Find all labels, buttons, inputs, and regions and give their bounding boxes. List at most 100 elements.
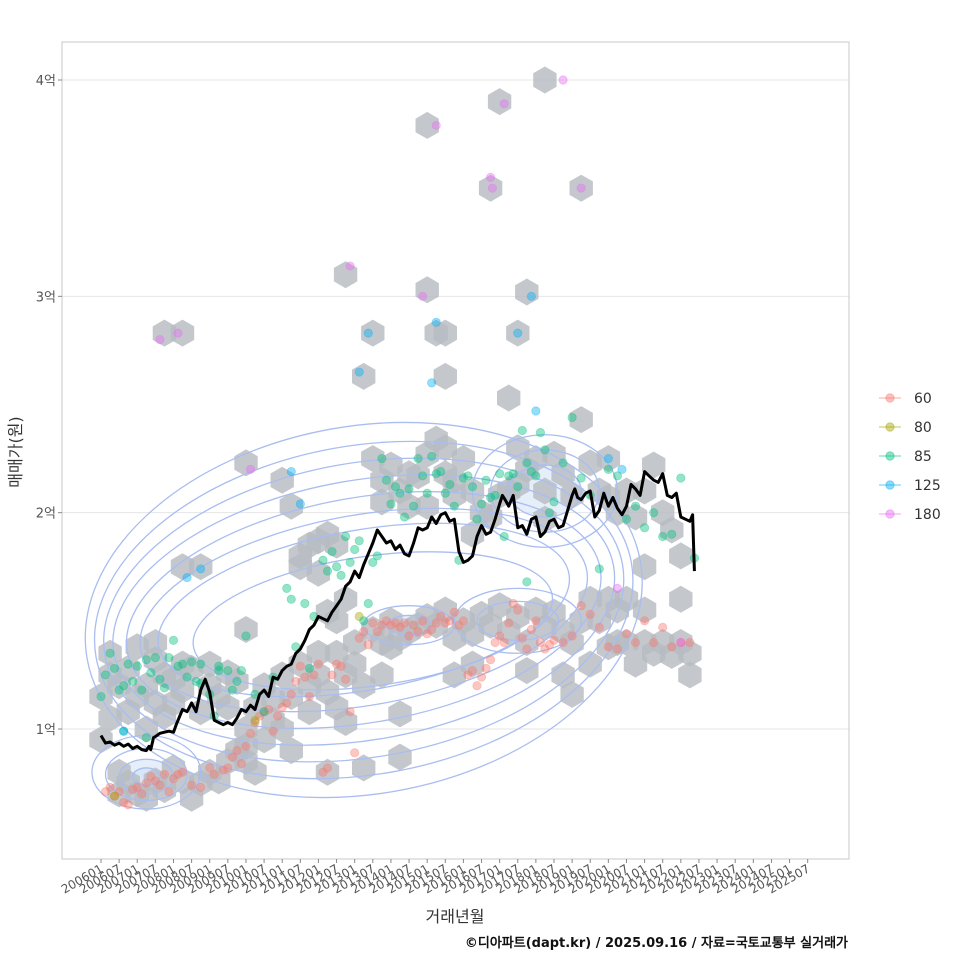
density-contour: [118, 758, 175, 795]
hexbin-cell: [207, 767, 231, 795]
legend-key-dot: [885, 509, 895, 519]
scatter-point-60: [467, 665, 478, 676]
scatter-point-85: [300, 598, 310, 609]
hexbin-cell: [660, 516, 684, 544]
y-tick-label: 3억: [36, 290, 56, 305]
scatter-point-85: [639, 523, 650, 533]
scatter-point-85: [259, 707, 269, 717]
scatter-point-125: [363, 328, 373, 338]
hexbin-cell: [542, 440, 566, 468]
hexbin-cell: [189, 698, 213, 726]
scatter-point-125: [119, 726, 129, 736]
scatter-point-85: [119, 726, 129, 736]
scatter-point-125: [286, 466, 296, 477]
scatter-point-85: [282, 583, 292, 593]
scatter-point-85: [359, 616, 369, 626]
scatter-point-60: [100, 787, 111, 797]
hexbin-cell: [125, 633, 149, 661]
scatter-point-60: [431, 618, 441, 628]
hexbin-cell: [415, 492, 439, 520]
scatter-point-80: [109, 791, 120, 801]
scatter-point-85: [427, 451, 437, 462]
scatter-point-60: [513, 605, 523, 615]
scatter-point-60: [254, 711, 265, 721]
scatter-point-60: [291, 676, 301, 687]
x-axis-ticks: 2006012006072007012007072008012008072009…: [59, 859, 812, 897]
scatter-point-60: [132, 782, 142, 793]
hexbin-cell: [632, 596, 657, 624]
scatter-point-125: [354, 367, 364, 377]
hexbin-cell: [578, 650, 602, 678]
scatter-point-180: [485, 172, 496, 182]
scatter-point-60: [531, 616, 541, 626]
scatter-point-85: [350, 544, 360, 555]
scatter-point-60: [445, 616, 455, 626]
scatter-point-85: [513, 482, 523, 492]
scatter-point-60: [377, 620, 387, 630]
scatter-point-85: [372, 551, 382, 561]
gridlines: [62, 79, 849, 730]
hexbin-cell: [343, 650, 367, 678]
scatter-point-85: [96, 691, 106, 702]
scatter-point-85: [649, 508, 659, 518]
scatter-point-85: [177, 659, 188, 669]
scatter-point-85: [558, 458, 568, 468]
hexbin-cell: [388, 700, 412, 728]
hexbin-cell: [324, 531, 349, 559]
scatter-point-85: [567, 412, 577, 423]
hexbin-cell: [632, 553, 657, 581]
scatter-point-60: [658, 622, 668, 632]
scatter-point-85: [123, 659, 133, 669]
scatter-point-180: [173, 328, 183, 338]
density-contour: [84, 421, 643, 799]
legend-label: 180: [914, 507, 941, 523]
scatter-point-85: [576, 473, 586, 483]
scatter-point-180: [155, 334, 165, 345]
scatter-point-60: [173, 769, 183, 780]
scatter-point-60: [458, 616, 468, 626]
scatter-point-85: [517, 425, 527, 436]
scatter-point-85: [141, 733, 151, 743]
scatter-point-125: [182, 572, 192, 583]
scatter-point-60: [264, 704, 274, 715]
scatter-point-85: [345, 557, 355, 568]
scatter-point-85: [214, 665, 224, 676]
scatter-point-60: [440, 618, 450, 628]
hexbin-cell: [569, 406, 593, 434]
density-contour: [385, 614, 433, 636]
scatter-point-85: [399, 512, 410, 522]
hexbin-cell: [596, 445, 621, 473]
scatter-point-60: [150, 776, 160, 786]
hexbin-cell: [198, 650, 222, 678]
scatter-point-60: [241, 741, 251, 751]
hexbin-cell: [533, 66, 557, 94]
scatter-point-60: [245, 728, 256, 738]
hexbin-cell: [234, 616, 258, 643]
scatter-point-60: [227, 752, 237, 762]
hexbin-cell: [333, 585, 358, 613]
hexbin-cell: [433, 434, 457, 462]
scatter-point-60: [114, 787, 124, 797]
scatter-point-85: [445, 479, 455, 490]
hexbin-cell: [352, 362, 376, 390]
legend-key-dot: [885, 480, 895, 490]
scatter-point-60: [603, 642, 613, 652]
scatter-point-60: [395, 622, 405, 632]
density-contour: [132, 767, 161, 786]
scatter-point-60: [318, 767, 328, 777]
scatter-point-60: [363, 640, 373, 650]
scatter-point-180: [245, 464, 256, 474]
scatter-point-60: [128, 784, 138, 795]
scatter-point-85: [336, 570, 346, 581]
scatter-point-85: [128, 676, 138, 687]
density-contour: [103, 457, 625, 763]
scatter-point-85: [467, 482, 478, 492]
hexbin-cell: [261, 685, 285, 713]
scatter-point-60: [594, 622, 604, 632]
scatter-point-85: [449, 501, 459, 511]
hexbin-cell: [324, 639, 349, 667]
trend-line-layer: [99, 470, 696, 753]
scatter-point-85: [544, 508, 555, 518]
scatter-point-125: [526, 291, 536, 301]
scatter-point-60: [508, 598, 518, 609]
